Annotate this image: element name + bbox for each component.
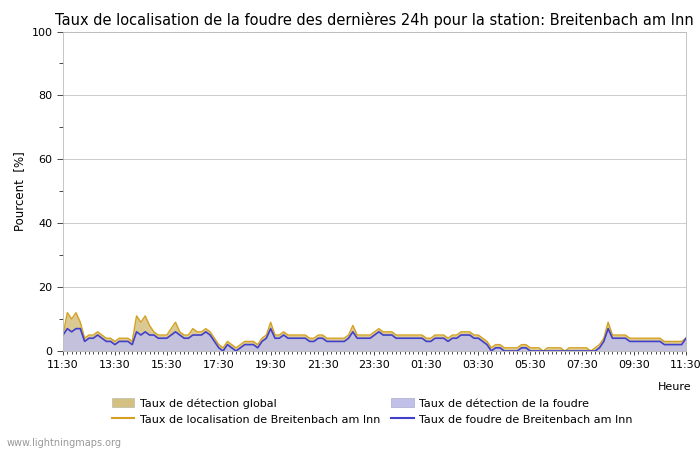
Text: Heure: Heure: [658, 382, 692, 392]
Y-axis label: Pourcent  [%]: Pourcent [%]: [13, 151, 26, 231]
Legend: Taux de détection global, Taux de localisation de Breitenbach am Inn, Taux de dé: Taux de détection global, Taux de locali…: [112, 398, 633, 425]
Text: www.lightningmaps.org: www.lightningmaps.org: [7, 438, 122, 448]
Title: Taux de localisation de la foudre des dernières 24h pour la station: Breitenbach: Taux de localisation de la foudre des de…: [55, 12, 694, 27]
